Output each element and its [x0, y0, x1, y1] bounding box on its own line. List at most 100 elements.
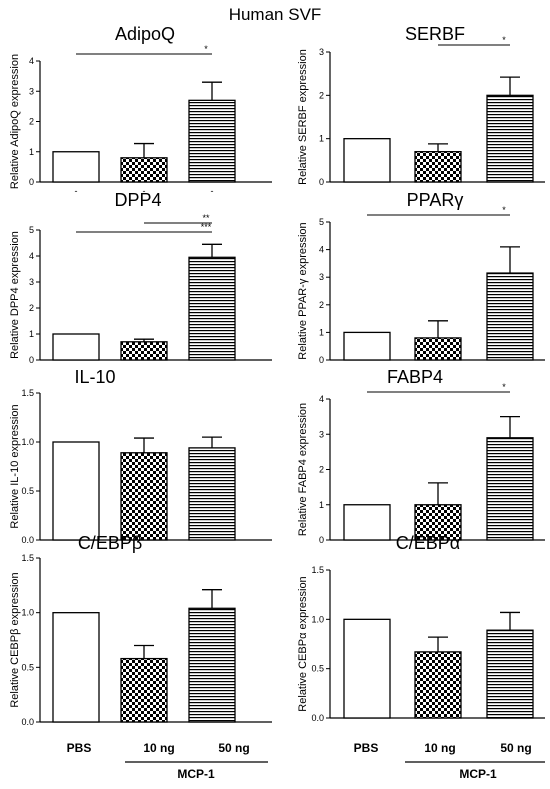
bar-3 [486, 437, 534, 541]
x-label-10ng-right: 10 ng [424, 741, 455, 755]
bar-3 [188, 99, 236, 183]
significance-label: * [502, 35, 506, 45]
bar-2 [120, 657, 168, 723]
chart-title: SERBF [405, 24, 465, 44]
y-axis-label: Relative SERBF expression [297, 49, 309, 185]
chart-title: PPARγ [407, 190, 464, 210]
bar-2 [120, 341, 168, 361]
y-tick-label: 0.5 [21, 486, 34, 496]
y-tick-label: 0 [319, 355, 324, 365]
figure-title: Human SVF [229, 5, 322, 24]
y-tick-label: 0 [29, 177, 34, 187]
y-tick-label: 2 [29, 303, 34, 313]
significance-label: *** [201, 222, 212, 232]
chart-title: C/EBPβ [78, 533, 142, 553]
bar-2 [414, 337, 462, 361]
bar-1 [52, 151, 100, 183]
y-tick-label: 1 [319, 327, 324, 337]
chart-title: AdipoQ [115, 24, 175, 44]
bar-2 [120, 452, 168, 541]
bar-1 [52, 612, 100, 723]
significance-label: * [502, 205, 506, 215]
bar-1 [343, 504, 391, 541]
chart-panel-3: DPP4 Relative DPP4 expression 0 1 2 3 4 5 ***** [9, 190, 272, 365]
y-tick-label: 0 [319, 535, 324, 545]
y-tick-label: 1.0 [21, 608, 34, 618]
y-tick-label: 0.5 [21, 662, 34, 672]
y-tick-label: 3 [319, 272, 324, 282]
y-tick-label: 4 [319, 394, 324, 404]
bar-2 [414, 151, 462, 183]
bar-3 [486, 629, 534, 719]
y-tick-label: 1 [29, 329, 34, 339]
y-tick-label: 0.5 [311, 664, 324, 674]
y-tick-label: 1.0 [311, 614, 324, 624]
y-axis-label: Relative CEBPα expression [297, 576, 309, 711]
y-tick-label: 5 [29, 225, 34, 235]
y-tick-label: 4 [29, 56, 34, 66]
x-label-pbs-right: PBS [354, 741, 379, 755]
bar-3 [188, 607, 236, 723]
chart-panel-2: SERBF Relative SERBF expression 0 1 2 3 * [297, 24, 545, 187]
y-tick-label: 0 [319, 177, 324, 187]
x-tick-label: - [211, 186, 214, 196]
group-label-left: MCP-1 [177, 767, 215, 781]
significance-label: * [204, 44, 208, 54]
chart-title: FABP4 [387, 367, 443, 387]
bar-2 [120, 157, 168, 183]
group-label-right: MCP-1 [459, 767, 497, 781]
chart-title: IL-10 [74, 367, 115, 387]
y-axis-label: Relative IL-10 expression [9, 404, 21, 528]
y-axis-label: Relative DPP4 expression [9, 231, 21, 359]
chart-panel-4: PPARγ Relative PPAR-γ expression 0 1 2 3 4 5 * [297, 190, 545, 365]
y-tick-label: 1 [29, 147, 34, 157]
y-tick-label: 0 [29, 355, 34, 365]
y-tick-label: 1.5 [21, 553, 34, 563]
y-tick-label: 2 [319, 300, 324, 310]
bar-3 [486, 94, 534, 183]
bar-2 [414, 651, 462, 719]
y-tick-label: 3 [29, 86, 34, 96]
y-tick-label: 3 [29, 277, 34, 287]
y-tick-label: 1 [319, 134, 324, 144]
x-label-pbs-left: PBS [67, 741, 92, 755]
y-tick-label: 2 [29, 117, 34, 127]
bar-1 [52, 333, 100, 361]
y-tick-label: 1.0 [21, 437, 34, 447]
bar-3 [188, 447, 236, 541]
chart-panels: AdipoQ Relative AdipoQ expression 0 1 2 3 4 - - -… [9, 24, 545, 727]
chart-panel-1: AdipoQ Relative AdipoQ expression 0 1 2 3 4 - - -… [9, 24, 272, 196]
bar-1 [343, 138, 391, 183]
y-tick-label: 1.5 [21, 388, 34, 398]
y-axis-label: Relative AdipoQ expression [9, 54, 21, 189]
chart-panel-6: FABP4 Relative FABP4 expression 0 1 2 3 4 * [297, 367, 545, 545]
y-tick-label: 0.0 [21, 717, 34, 727]
y-tick-label: 5 [319, 217, 324, 227]
bar-3 [188, 256, 236, 361]
y-tick-label: 2 [319, 465, 324, 475]
bar-2 [414, 504, 462, 541]
y-axis-label: Relative PPAR-γ expression [297, 222, 309, 359]
y-axis-label: Relative CEBPβ expression [9, 572, 21, 707]
chart-title: C/EBPα [396, 533, 460, 553]
y-tick-label: 3 [319, 429, 324, 439]
significance-label: * [502, 382, 506, 392]
y-tick-label: 0.0 [21, 535, 34, 545]
y-tick-label: 3 [319, 47, 324, 57]
x-tick-label: - [143, 186, 146, 196]
x-label-10ng-left: 10 ng [143, 741, 174, 755]
bar-1 [343, 331, 391, 361]
y-axis-label: Relative FABP4 expression [297, 403, 309, 536]
y-tick-label: 0.0 [311, 713, 324, 723]
bar-1 [52, 441, 100, 541]
x-label-50ng-right: 50 ng [500, 741, 531, 755]
y-tick-label: 1.5 [311, 565, 324, 575]
y-tick-label: 1 [319, 500, 324, 510]
y-tick-label: 4 [29, 251, 34, 261]
significance-label: ** [202, 213, 210, 223]
y-tick-label: 2 [319, 90, 324, 100]
chart-title: DPP4 [114, 190, 161, 210]
